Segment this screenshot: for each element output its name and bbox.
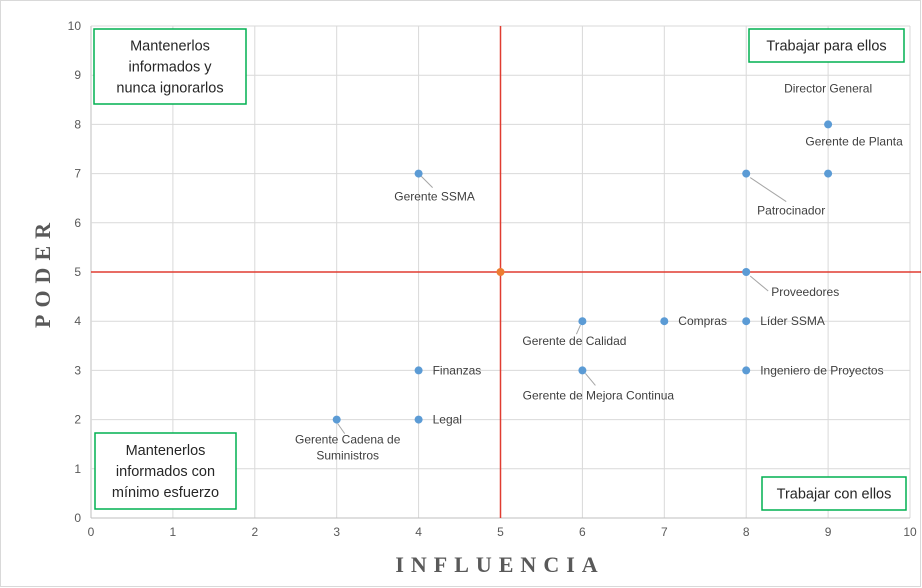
leader-line — [420, 175, 433, 188]
x-tick-label: 9 — [825, 525, 832, 539]
quadrant-text: informados con — [116, 464, 215, 480]
y-tick-label: 0 — [74, 511, 81, 525]
y-tick-label: 1 — [74, 462, 81, 476]
point-label: Gerente SSMA — [394, 190, 475, 204]
point-label: Ingeniero de Proyectos — [760, 363, 883, 377]
data-point — [742, 317, 751, 326]
data-point — [578, 317, 587, 326]
quadrant-box-border — [761, 476, 907, 511]
quadrant-box-bottom-right: Trabajar con ellos — [761, 476, 907, 511]
quadrant-box-bottom-left: Mantenerlos informados con mínimo esfuerzo — [94, 432, 237, 510]
x-tick-label: 6 — [579, 525, 586, 539]
point-label: Director General — [784, 81, 872, 95]
data-point — [414, 366, 423, 375]
x-tick-label: 1 — [170, 525, 177, 539]
y-tick-label: 6 — [74, 216, 81, 230]
x-tick-label: 4 — [415, 525, 422, 539]
data-point — [824, 169, 833, 178]
data-point — [742, 169, 751, 178]
y-axis-title: PODER — [30, 216, 55, 328]
tick-labels: 0 1 2 3 4 5 6 7 8 9 10 0 1 2 3 4 5 6 7 8 9 10 — [68, 19, 917, 539]
point-label: Patrocinador — [757, 204, 825, 218]
y-tick-label: 2 — [74, 413, 81, 427]
data-point — [824, 120, 833, 129]
point-label: Líder SSMA — [760, 314, 825, 328]
quadrant-text: Trabajar para ellos — [766, 39, 886, 55]
quadrant-box-top-left: Mantenerlos informados y nunca ignorarlos — [93, 28, 247, 105]
leader-line — [749, 177, 787, 203]
y-tick-label: 10 — [68, 19, 82, 33]
point-label: Gerente de Mejora Continua — [523, 388, 675, 402]
data-point — [578, 366, 587, 375]
y-tick-label: 5 — [74, 265, 81, 279]
x-tick-label: 5 — [497, 525, 504, 539]
quadrant-text: mínimo esfuerzo — [112, 485, 219, 501]
point-label: Gerente de Calidad — [522, 334, 626, 348]
quadrant-text: Mantenerlos — [126, 443, 206, 459]
quadrant-box-border — [94, 432, 237, 510]
leader-line — [749, 275, 769, 292]
quadrant-text: Mantenerlos — [130, 39, 210, 55]
data-points — [332, 120, 833, 424]
point-label: Legal — [433, 413, 462, 427]
point-label: Gerente Cadena de Suministros — [295, 433, 401, 463]
x-tick-label: 7 — [661, 525, 668, 539]
quadrant-box-border — [93, 28, 247, 105]
y-tick-label: 9 — [74, 68, 81, 82]
point-label: Compras — [678, 314, 727, 328]
leader-line — [575, 324, 581, 335]
y-tick-label: 8 — [74, 117, 81, 131]
leader-lines — [337, 175, 787, 434]
data-point — [742, 366, 751, 375]
quadrant-text: Trabajar con ellos — [777, 487, 892, 503]
y-tick-label: 7 — [74, 167, 81, 181]
x-axis-title: INFLUENCIA — [395, 552, 604, 577]
quadrant-text: informados y — [128, 60, 212, 76]
point-label: Proveedores — [771, 285, 839, 299]
data-point — [414, 169, 423, 178]
x-tick-label: 10 — [903, 525, 917, 539]
leader-line — [585, 373, 596, 386]
quadrant-boxes: Mantenerlos informados y nunca ignorarlos T… — [93, 28, 907, 511]
data-point — [660, 317, 669, 326]
y-tick-label: 4 — [74, 314, 81, 328]
y-tick-label: 3 — [74, 363, 81, 377]
x-tick-label: 0 — [88, 525, 95, 539]
x-tick-label: 2 — [251, 525, 258, 539]
leader-line — [337, 423, 346, 434]
quadrant-text: nunca ignorarlos — [116, 81, 223, 97]
data-point — [742, 268, 751, 276]
data-point — [414, 415, 423, 424]
center-point — [496, 268, 505, 276]
point-label: Finanzas — [433, 363, 482, 377]
x-tick-label: 8 — [743, 525, 750, 539]
point-label: Gerente de Planta — [805, 135, 903, 149]
point-labels: Director General Gerente de Planta Patroci… — [295, 81, 903, 462]
quadrant-box-top-right: Trabajar para ellos — [748, 28, 905, 63]
data-point — [332, 415, 341, 424]
quadrant-box-border — [748, 28, 905, 63]
x-tick-label: 3 — [333, 525, 340, 539]
